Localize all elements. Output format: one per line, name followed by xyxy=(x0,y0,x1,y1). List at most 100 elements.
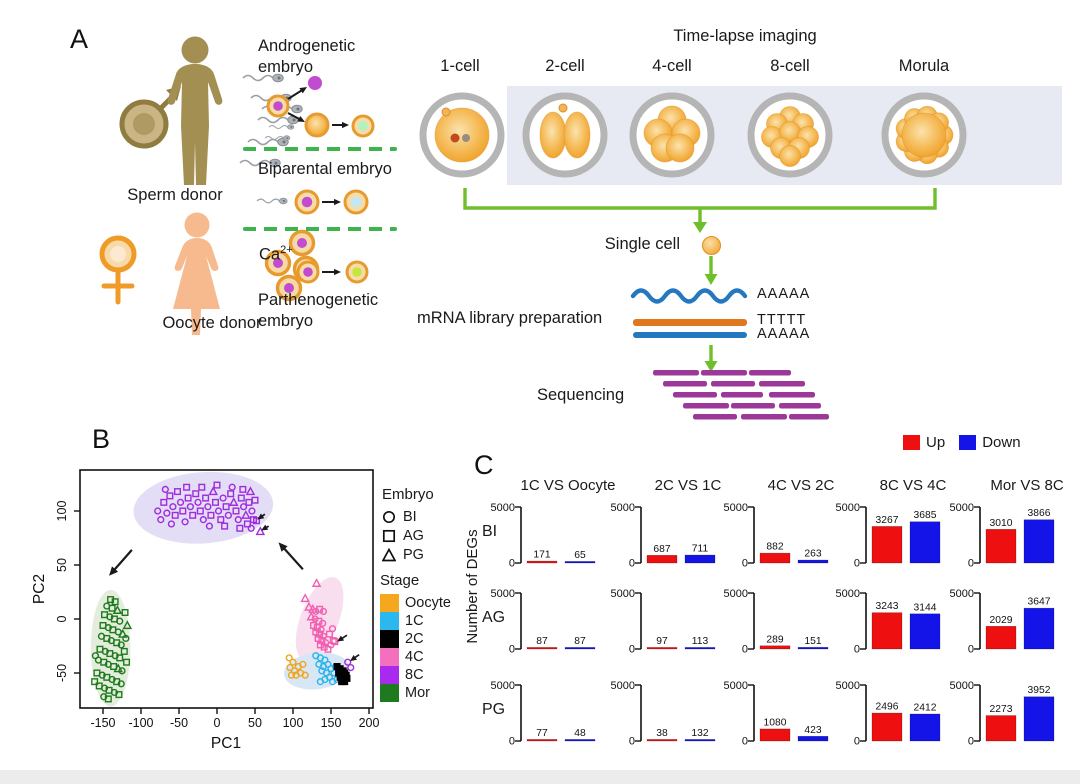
arrow-head xyxy=(261,524,269,531)
deg-value-down: 423 xyxy=(804,725,821,736)
polyt-label: TTTTT xyxy=(757,312,807,328)
stage-color-swatch xyxy=(380,594,399,612)
extruded-pronucleus xyxy=(308,76,322,90)
pca-point-Mor xyxy=(117,641,125,649)
deg-ytick-max: 5000 xyxy=(836,588,860,600)
pca-point-8C xyxy=(253,517,261,525)
pca-point-8C xyxy=(234,516,242,524)
pca-point-8C xyxy=(227,490,235,498)
stage-color-swatch xyxy=(380,666,399,684)
sequencing-read xyxy=(683,403,729,409)
pca-point-8C xyxy=(169,503,177,511)
oocyte-nucleus xyxy=(273,258,283,268)
cell-nucleus xyxy=(352,267,362,277)
pca-point-Mor xyxy=(123,658,131,666)
y-tick-label: 0 xyxy=(55,615,69,622)
cluster-ellipse xyxy=(284,652,350,690)
deg-ytick-max: 5000 xyxy=(724,588,748,600)
sperm-donor-label: Sperm donor xyxy=(127,186,223,204)
pca-point-Mor xyxy=(122,620,133,630)
sperm-head-dot xyxy=(277,76,281,80)
cell-nucleus xyxy=(350,196,362,208)
down-legend-swatch xyxy=(959,435,977,450)
pca-point-Mor xyxy=(121,609,129,617)
deg-value-down: 263 xyxy=(804,549,821,560)
pca-point-4C xyxy=(329,637,337,645)
pca-point-8C xyxy=(237,494,245,502)
y-tick-label: 100 xyxy=(55,501,69,522)
deg-comparison-header: Mor VS 8C xyxy=(990,477,1064,494)
stage-legend-label: Oocyte xyxy=(405,595,451,611)
pca-point-8C xyxy=(166,492,174,500)
deg-ytick-zero: 0 xyxy=(629,736,635,748)
pca-point-8C xyxy=(154,507,162,515)
deg-value-down: 3866 xyxy=(1028,508,1051,519)
cell-nucleus xyxy=(303,267,313,277)
pca-legend-embryo: Embryo BI AG PG xyxy=(382,486,472,564)
deg-chart-BI-0: 5000 0 171 65 xyxy=(491,502,596,570)
deg-ytick-max: 5000 xyxy=(724,680,748,692)
blastomere xyxy=(779,145,801,167)
deg-bar-up xyxy=(646,739,678,742)
arrow-head xyxy=(334,268,341,276)
deg-value-up: 289 xyxy=(766,634,783,645)
arrow-line xyxy=(287,89,303,100)
deg-ytick-max: 5000 xyxy=(611,680,635,692)
stage-legend-item-2C: 2C xyxy=(380,630,475,648)
arrow-head xyxy=(299,87,307,94)
y-tick-label: 50 xyxy=(55,558,69,572)
pca-point-8C xyxy=(228,483,236,491)
deg-ytick-zero: 0 xyxy=(509,644,515,656)
deg-chart-AG-4: 5000 0 2029 3647 xyxy=(950,588,1055,656)
deg-value-up: 87 xyxy=(536,636,548,647)
pca-point-4C xyxy=(328,625,337,633)
pca-x-axis-label: PC1 xyxy=(211,735,241,752)
stage-legend-label: 4C xyxy=(405,649,424,665)
x-tick-label: -100 xyxy=(128,716,153,730)
biparental-embryo-diagram xyxy=(256,189,369,215)
deg-value-down: 132 xyxy=(691,728,708,739)
deg-ytick-max: 5000 xyxy=(611,502,635,514)
pca-point-8C xyxy=(199,516,207,524)
pca-point-8C xyxy=(196,507,204,515)
deg-y-axis-title: Number of DEGs xyxy=(464,529,481,644)
pca-point-8C xyxy=(245,486,256,496)
timelapse-strip xyxy=(419,86,1062,185)
x-tick-label: 200 xyxy=(359,716,380,730)
sperm-head-dot xyxy=(292,118,296,122)
deg-bar-down xyxy=(1023,696,1055,742)
blastomere xyxy=(665,133,695,163)
x-tick-label: -150 xyxy=(90,716,115,730)
pca-point-Mor xyxy=(112,605,123,614)
pca-point-8C xyxy=(186,503,195,511)
pca-point-8C xyxy=(181,518,189,526)
pca-point-8C xyxy=(179,507,187,515)
pca-point-4C xyxy=(311,578,322,587)
female-symbol-icon xyxy=(99,235,137,305)
arrow-line xyxy=(113,549,133,572)
pca-point-Mor xyxy=(117,680,125,688)
deg-chart-PG-0: 5000 0 77 48 xyxy=(491,680,596,748)
deg-ytick-zero: 0 xyxy=(629,644,635,656)
pca-point-1C xyxy=(316,678,324,686)
pca-point-8C xyxy=(160,498,168,506)
pca-point-8C xyxy=(214,507,223,515)
sperm-head-dot xyxy=(286,137,289,139)
arrow-head xyxy=(334,198,341,206)
marker xyxy=(382,547,396,561)
stage-legend-label: 8C xyxy=(405,667,424,683)
deg-ytick-zero: 0 xyxy=(854,736,860,748)
parthenogenetic-diagram xyxy=(296,260,369,284)
pca-point-8C xyxy=(163,509,171,517)
dashed-divider xyxy=(243,227,397,231)
sperm-head-dot xyxy=(282,140,286,144)
stage-label-8cell: 8-cell xyxy=(770,57,810,75)
deg-value-up: 77 xyxy=(536,728,548,739)
collection-bracket-arrow xyxy=(463,188,937,233)
deg-ytick-zero: 0 xyxy=(968,644,974,656)
sequencing-read xyxy=(653,370,699,376)
stage-legend-title: Stage xyxy=(380,572,420,589)
pca-y-axis-label: PC2 xyxy=(31,574,48,604)
blastomere xyxy=(539,111,567,159)
x-tick-label: 100 xyxy=(283,716,304,730)
